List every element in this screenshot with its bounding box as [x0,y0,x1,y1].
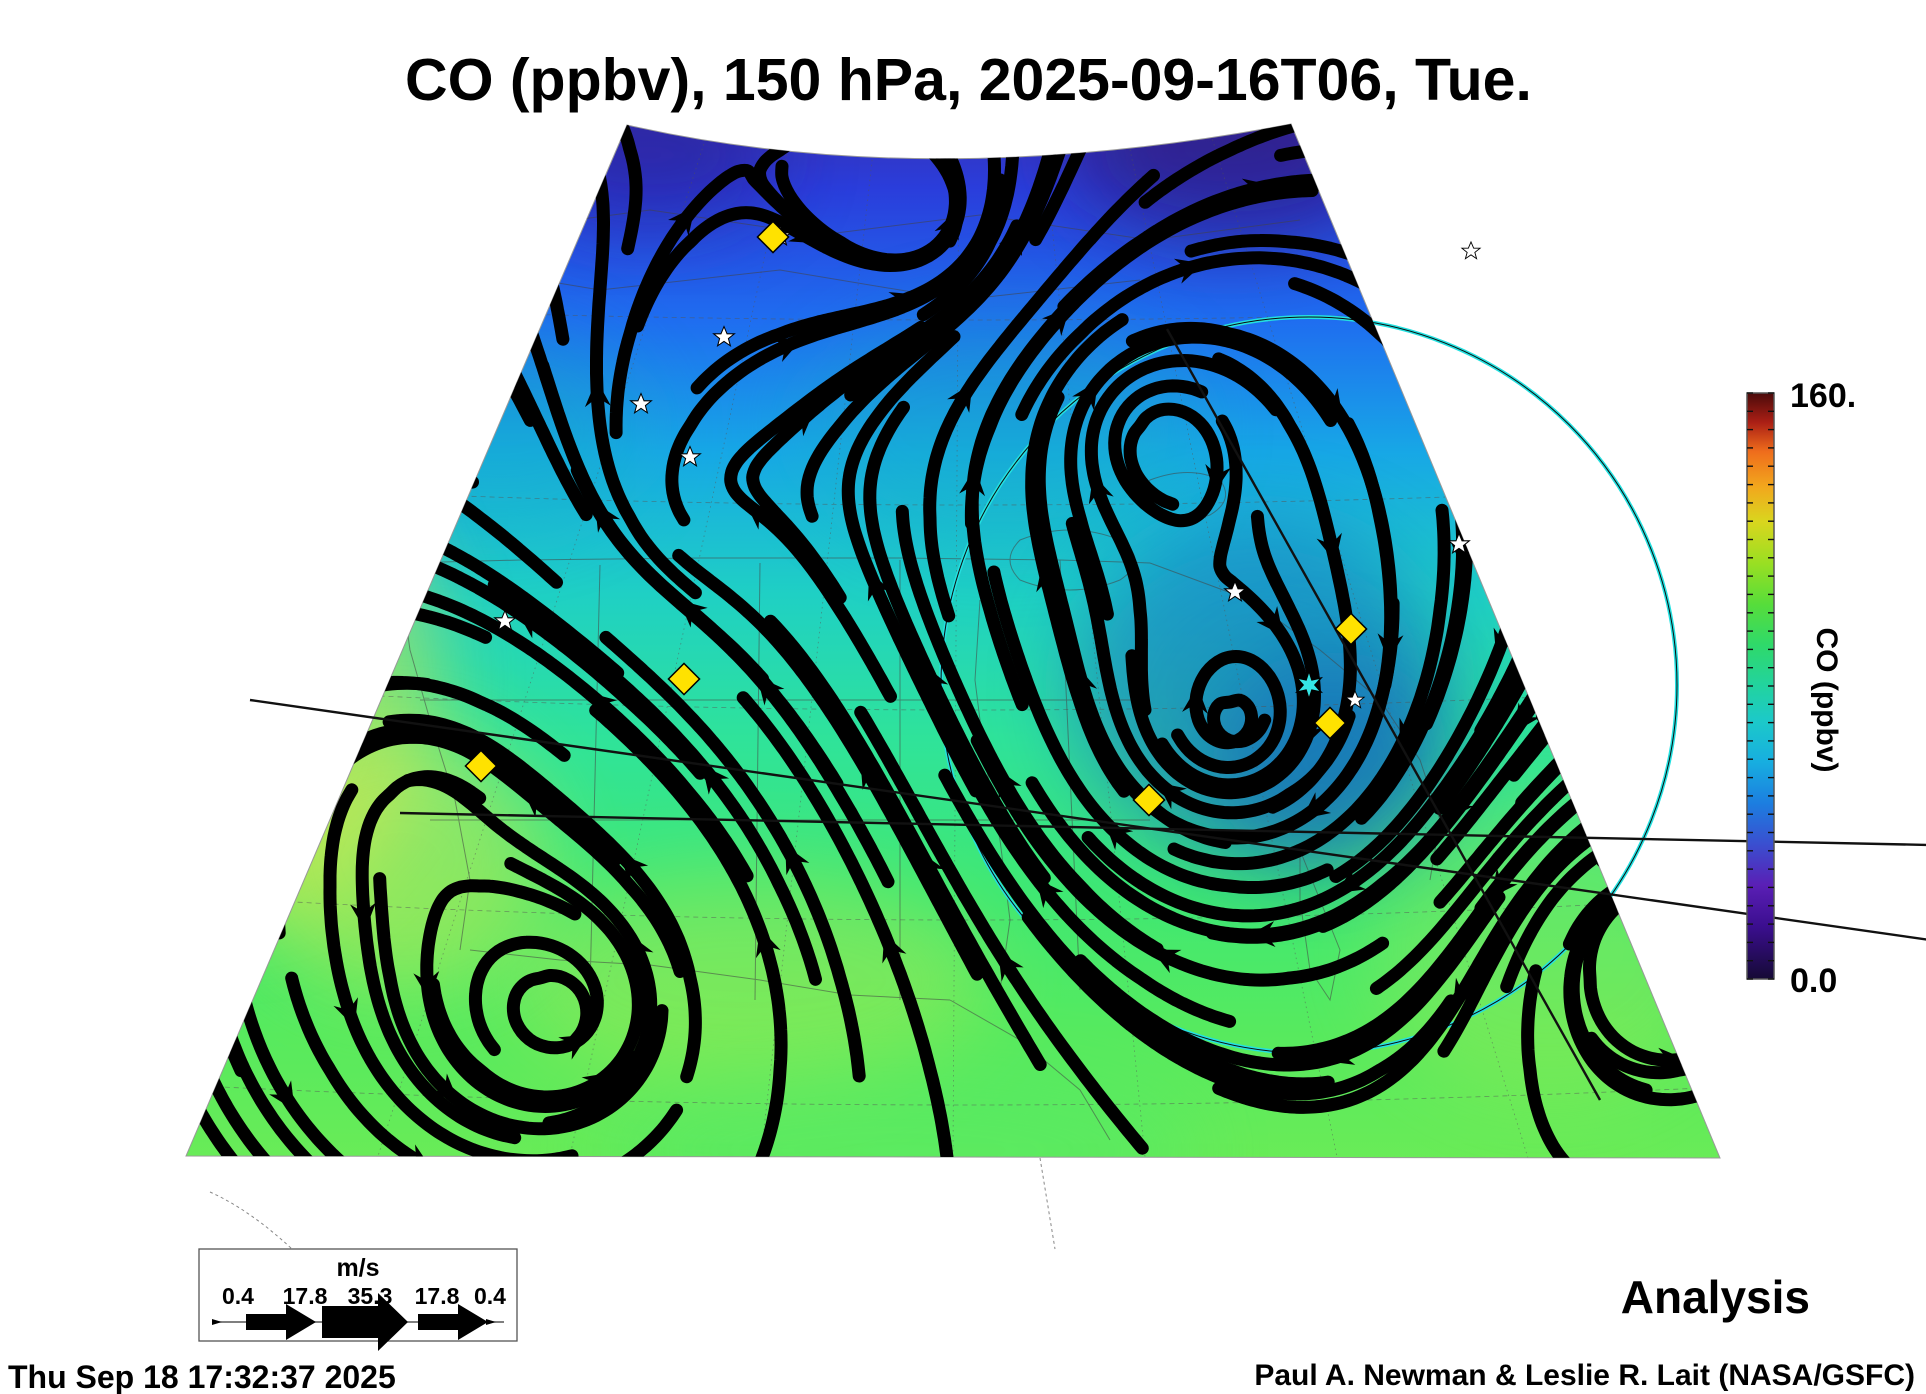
svg-text:160.: 160. [1790,377,1856,415]
svg-text:CO (ppbv): CO (ppbv) [1810,628,1843,773]
svg-text:CO (ppbv), 150 hPa, 2025-09-16: CO (ppbv), 150 hPa, 2025-09-16T06, Tue. [405,47,1532,113]
svg-text:Thu Sep 18 17:32:37 2025: Thu Sep 18 17:32:37 2025 [8,1359,396,1394]
svg-text:Paul A. Newman & Leslie R. Lai: Paul A. Newman & Leslie R. Lait (NASA/GS… [1254,1359,1915,1392]
svg-text:Analysis: Analysis [1621,1271,1810,1323]
svg-text:17.8: 17.8 [415,1283,460,1309]
svg-text:0.4: 0.4 [222,1283,254,1309]
svg-text:0.4: 0.4 [474,1283,506,1309]
svg-text:m/s: m/s [336,1254,379,1282]
svg-text:0.0: 0.0 [1790,962,1837,1000]
svg-text:17.8: 17.8 [283,1283,328,1309]
